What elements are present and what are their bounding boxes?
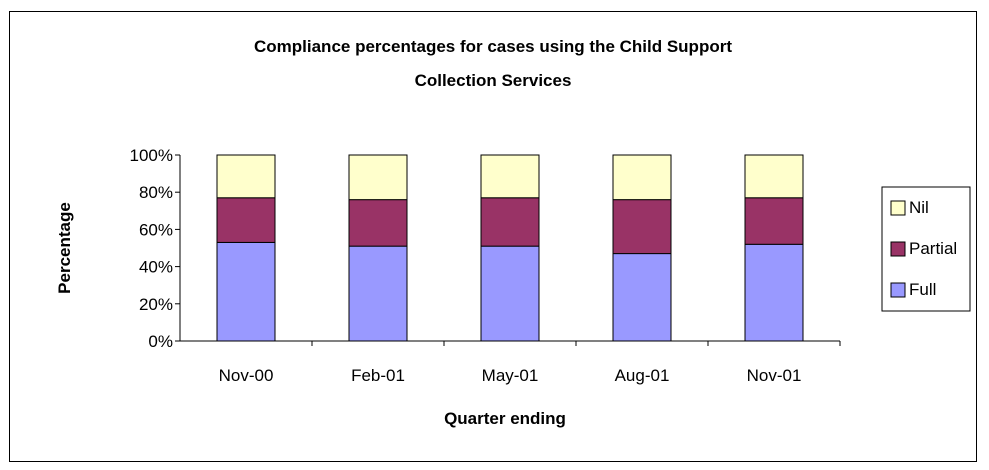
x-axis-title: Quarter ending bbox=[444, 409, 566, 428]
y-tick-label: 60% bbox=[139, 220, 173, 239]
legend-swatch-nil bbox=[890, 200, 906, 216]
y-tick-label: 80% bbox=[139, 183, 173, 202]
bar-segment-partial bbox=[348, 199, 408, 247]
x-tick-label: May-01 bbox=[482, 366, 539, 385]
chart-title-line-1: Compliance percentages for cases using t… bbox=[254, 37, 732, 56]
bar-segment-nil bbox=[744, 154, 804, 199]
bar-segment-full bbox=[480, 245, 540, 342]
x-tick-label: Nov-00 bbox=[219, 366, 274, 385]
bar-segment-partial bbox=[612, 199, 672, 255]
bar-segment-full bbox=[216, 241, 276, 342]
bar-segment-partial bbox=[744, 197, 804, 245]
y-tick-label: 100% bbox=[130, 146, 173, 165]
legend-label-nil: Nil bbox=[909, 198, 929, 217]
bar-segment-partial bbox=[216, 197, 276, 243]
bar-segment-full bbox=[612, 253, 672, 342]
bar-segment-nil bbox=[480, 154, 540, 199]
y-axis-title: Percentage bbox=[55, 202, 74, 294]
x-tick-label: Aug-01 bbox=[615, 366, 670, 385]
y-tick-label: 40% bbox=[139, 258, 173, 277]
x-tick-label: Nov-01 bbox=[747, 366, 802, 385]
legend: Nil Partial Full bbox=[881, 186, 971, 312]
bar-segment-nil bbox=[348, 154, 408, 201]
bar-segment-partial bbox=[480, 197, 540, 247]
bar-segment-full bbox=[348, 245, 408, 342]
legend-swatch-full bbox=[890, 282, 906, 298]
legend-label-full: Full bbox=[909, 280, 936, 299]
legend-label-partial: Partial bbox=[909, 239, 957, 258]
chart-title-line-2: Collection Services bbox=[415, 71, 572, 90]
bar-segment-nil bbox=[612, 154, 672, 201]
bar-segment-full bbox=[744, 243, 804, 342]
plot-area: 0% 20% 40% 60% 80% 100% Nov-00 Feb-01 May-01 Aug-… bbox=[130, 146, 841, 385]
y-tick-label: 20% bbox=[139, 295, 173, 314]
x-tick-label: Feb-01 bbox=[351, 366, 405, 385]
legend-swatch-partial bbox=[890, 241, 906, 257]
y-tick-label: 0% bbox=[148, 332, 173, 351]
bar-segment-nil bbox=[216, 154, 276, 199]
